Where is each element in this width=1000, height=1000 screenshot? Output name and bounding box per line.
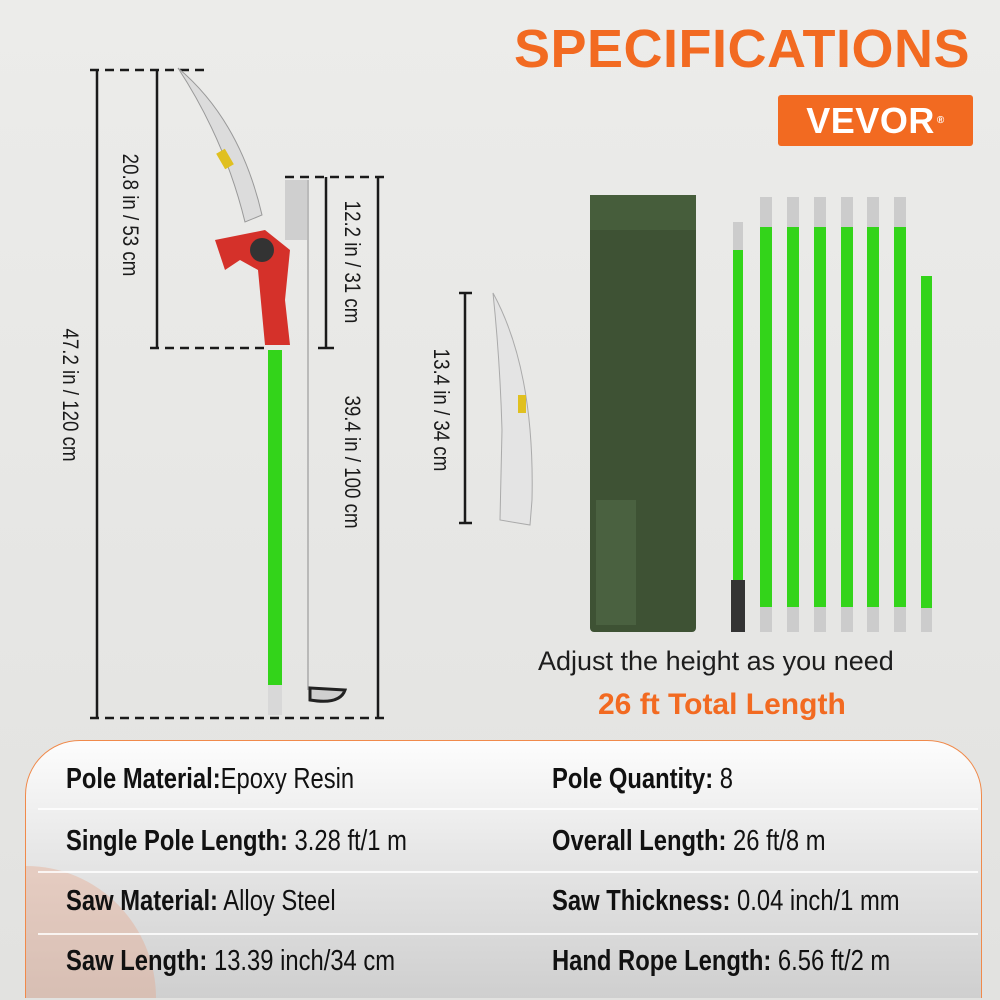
spec-saw-length: Saw Length: 13.39 inch/34 cm xyxy=(66,945,396,977)
spec-pole-quantity: Pole Quantity: 8 xyxy=(552,763,734,795)
spec-single-pole-length: Single Pole Length: 3.28 ft/1 m xyxy=(66,825,407,857)
pole xyxy=(787,197,799,632)
spec-pole-material: Pole Material:Epoxy Resin xyxy=(66,763,355,795)
poles-image xyxy=(731,197,932,632)
pole xyxy=(814,197,826,632)
brand-name: VEVOR xyxy=(806,99,935,141)
pole xyxy=(894,197,906,632)
pole xyxy=(760,197,772,632)
page-title: SPECIFICATIONS xyxy=(513,19,970,79)
storage-bag-image xyxy=(590,195,696,632)
dimension-lines xyxy=(90,68,472,720)
divider xyxy=(38,808,978,810)
pole xyxy=(841,197,853,632)
spec-saw-material: Saw Material: Alloy Steel xyxy=(66,885,336,917)
dim-label-saw-head: 20.8 in / 53 cm xyxy=(118,153,143,277)
spec-hand-rope-length: Hand Rope Length: 6.56 ft/2 m xyxy=(552,945,891,977)
dim-label-saw: 13.4 in / 34 cm xyxy=(429,348,454,472)
spec-saw-thickness: Saw Thickness: 0.04 inch/1 mm xyxy=(552,885,900,917)
brand-logo: VEVOR ® xyxy=(778,95,973,146)
product-illustration xyxy=(90,67,932,720)
saw-image xyxy=(492,292,533,526)
spec-overall-length: Overall Length: 26 ft/8 m xyxy=(552,825,826,857)
specs-panel: Pole Material:Epoxy Resin Pole Quantity:… xyxy=(25,740,982,998)
divider xyxy=(38,871,978,873)
total-length-text: 26 ft Total Length xyxy=(598,688,846,721)
pole xyxy=(867,197,879,632)
adjust-height-text: Adjust the height as you need xyxy=(538,646,894,676)
dim-label-pruner: 12.2 in / 31 cm xyxy=(340,200,365,324)
registered-mark: ® xyxy=(936,115,945,126)
pole-saw-image xyxy=(177,67,348,715)
dim-label-total: 47.2 in / 120 cm xyxy=(58,328,83,462)
divider xyxy=(38,933,978,935)
dim-label-pole: 39.4 in / 100 cm xyxy=(340,395,365,529)
